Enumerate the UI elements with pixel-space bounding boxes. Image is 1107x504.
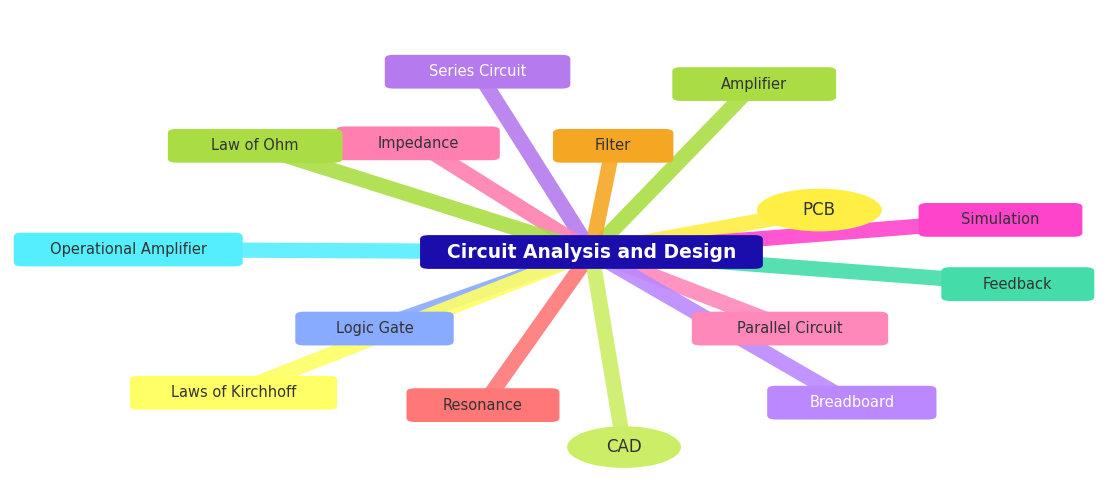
FancyBboxPatch shape [692, 311, 888, 345]
Text: CAD: CAD [607, 438, 642, 456]
Text: Feedback: Feedback [983, 277, 1053, 292]
Text: Operational Amplifier: Operational Amplifier [50, 242, 207, 257]
Text: Series Circuit: Series Circuit [428, 64, 526, 79]
FancyBboxPatch shape [767, 386, 937, 419]
Text: Amplifier: Amplifier [721, 77, 787, 92]
FancyBboxPatch shape [554, 129, 673, 163]
Ellipse shape [567, 426, 681, 468]
FancyBboxPatch shape [168, 129, 342, 163]
Text: Logic Gate: Logic Gate [335, 321, 413, 336]
FancyBboxPatch shape [385, 55, 570, 89]
FancyBboxPatch shape [420, 235, 763, 269]
FancyBboxPatch shape [337, 127, 499, 160]
Text: Simulation: Simulation [961, 212, 1039, 227]
Text: Laws of Kirchhoff: Laws of Kirchhoff [170, 385, 296, 400]
Text: Breadboard: Breadboard [809, 395, 894, 410]
FancyBboxPatch shape [672, 67, 836, 101]
FancyBboxPatch shape [13, 233, 242, 267]
Text: Parallel Circuit: Parallel Circuit [737, 321, 842, 336]
Text: Impedance: Impedance [377, 136, 458, 151]
FancyBboxPatch shape [941, 267, 1095, 301]
Text: Law of Ohm: Law of Ohm [211, 138, 299, 153]
FancyBboxPatch shape [296, 311, 454, 345]
Text: PCB: PCB [803, 201, 836, 219]
Ellipse shape [757, 188, 881, 231]
Text: Filter: Filter [596, 138, 631, 153]
FancyBboxPatch shape [130, 376, 337, 410]
FancyBboxPatch shape [919, 203, 1083, 237]
FancyBboxPatch shape [406, 388, 559, 422]
Text: Circuit Analysis and Design: Circuit Analysis and Design [447, 242, 736, 262]
Text: Resonance: Resonance [443, 398, 523, 413]
